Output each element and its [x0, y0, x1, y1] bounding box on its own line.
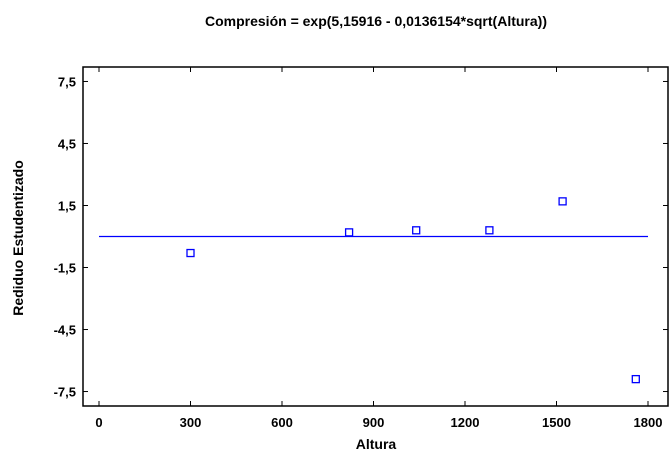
y-tick-label: -1,5: [54, 261, 76, 276]
y-ticks: 7,5 4,5 1,5 -1,5 -4,5 -7,5: [54, 74, 668, 400]
data-point: [485, 226, 494, 235]
residual-points: [186, 197, 640, 384]
y-tick-label: 7,5: [58, 74, 76, 89]
y-tick-label: 1,5: [58, 198, 76, 213]
chart-title: Compresión = exp(5,15916 - 0,0136154*sqr…: [205, 13, 547, 29]
x-tick-label: 1200: [451, 415, 480, 430]
data-point: [412, 226, 421, 235]
x-tick-label: 1800: [634, 415, 663, 430]
data-point: [344, 228, 354, 237]
data-point: [558, 197, 567, 206]
y-tick-label: 4,5: [58, 136, 76, 151]
data-point: [631, 374, 640, 384]
x-axis-label: Altura: [356, 436, 397, 452]
x-tick-label: 0: [95, 415, 102, 430]
y-axis-label: Rediduo Estudentizado: [10, 160, 26, 316]
x-ticks: 0 300 600 900 1200 1500 1800: [95, 67, 662, 430]
data-point: [186, 248, 195, 258]
x-tick-label: 1500: [542, 415, 571, 430]
y-tick-label: -7,5: [54, 385, 76, 400]
y-tick-label: -4,5: [54, 323, 76, 338]
x-tick-label: 900: [363, 415, 385, 430]
x-tick-label: 600: [271, 415, 293, 430]
plot-frame: [82, 66, 669, 407]
x-tick-label: 300: [180, 415, 202, 430]
